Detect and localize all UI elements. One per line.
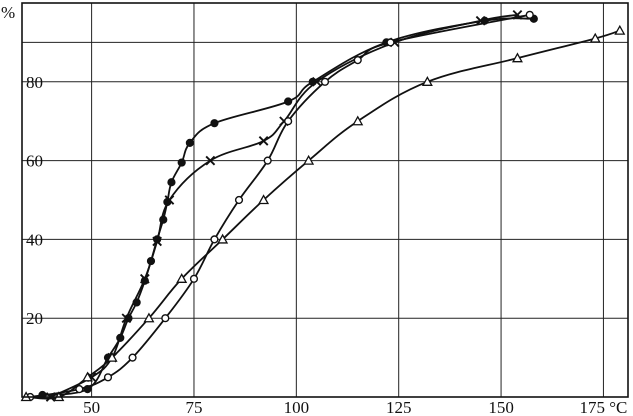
data-point-s3-2: [75, 385, 84, 394]
data-point-s2-6: [152, 236, 162, 247]
data-point-s1-15: [210, 119, 219, 128]
y-tick-label: 20: [26, 309, 43, 328]
data-point-s4-8: [258, 194, 270, 205]
x-tick-label: 50: [83, 398, 100, 416]
data-point-s4-3: [82, 371, 94, 382]
data-point-s2-8: [205, 155, 216, 166]
cross-stroke: [164, 195, 175, 205]
data-point-s1-7: [140, 276, 149, 285]
y-unit-label: %: [1, 3, 15, 22]
data-point-s3-7: [210, 235, 219, 244]
cross-stroke: [258, 136, 269, 146]
data-point-s3-3: [103, 373, 113, 382]
data-point-s1-4: [116, 333, 125, 342]
data-point-s1-10: [159, 215, 168, 224]
data-point-s4-6: [176, 273, 188, 283]
tick-labels: 50 75 100 125 150 175 °C 20 40 60 80%: [1, 3, 627, 416]
data-point-s1-12: [167, 178, 176, 187]
x-tick-label: 125: [386, 398, 412, 416]
grid: [22, 3, 628, 397]
data-point-s2-7: [164, 195, 175, 205]
data-point-s3-6: [189, 274, 199, 283]
data-point-s3-11: [320, 77, 330, 86]
data-point-s1-2: [83, 385, 92, 394]
data-point-s1-14: [185, 138, 194, 147]
data-point-s1-8: [146, 256, 156, 266]
data-point-s1-6: [132, 298, 141, 307]
data-point-s2-14: [512, 9, 523, 20]
data-point-s1-13: [177, 158, 186, 167]
data-point-s3-14: [525, 10, 534, 19]
data-point-s2-5: [139, 273, 150, 284]
data-point-s4-12: [511, 52, 523, 63]
markers-group: [20, 9, 626, 402]
data-point-s4-11: [421, 76, 433, 86]
data-point-s2-11: [311, 76, 322, 87]
series-line-1: [41, 17, 535, 396]
data-point-s4-14: [614, 24, 626, 35]
data-point-s1-9: [153, 235, 162, 244]
y-tick-label: 40: [26, 230, 43, 249]
x-tick-label: 150: [488, 398, 514, 416]
y-tick-label: 80: [26, 73, 43, 92]
data-point-s3-8: [234, 195, 244, 205]
x-tick-label: 75: [185, 398, 202, 416]
series-line-4: [25, 29, 621, 400]
data-point-s4-5: [143, 312, 155, 323]
cross-stroke: [205, 155, 216, 166]
cross-stroke: [152, 236, 162, 247]
x-tick-label: 175 °C: [579, 398, 627, 416]
data-point-s4-13: [589, 32, 601, 43]
cross-stroke: [475, 15, 486, 26]
data-point-s4-9: [303, 154, 315, 165]
data-point-s3-13: [386, 38, 395, 47]
data-point-s3-9: [263, 156, 272, 165]
cross-stroke: [512, 9, 523, 20]
x-tick-label: 100: [284, 398, 310, 416]
data-point-s2-4: [121, 313, 132, 324]
data-point-s2-9: [258, 136, 269, 146]
series-group: [25, 13, 621, 400]
cross-stroke: [139, 273, 150, 284]
cross-stroke: [121, 313, 132, 324]
data-point-s4-7: [217, 233, 229, 244]
data-point-s2-13: [475, 15, 486, 26]
plot-frame: [21, 2, 629, 398]
data-point-s4-10: [352, 115, 364, 126]
data-point-s3-10: [284, 117, 293, 126]
data-point-s3-12: [353, 56, 362, 65]
data-point-s1-5: [124, 314, 133, 323]
data-point-s1-16: [284, 97, 293, 106]
y-tick-label: 60: [26, 152, 43, 171]
data-point-s3-4: [128, 353, 137, 362]
cross-stroke: [311, 76, 322, 87]
data-point-s3-5: [161, 314, 170, 323]
data-point-s4-4: [106, 351, 118, 362]
